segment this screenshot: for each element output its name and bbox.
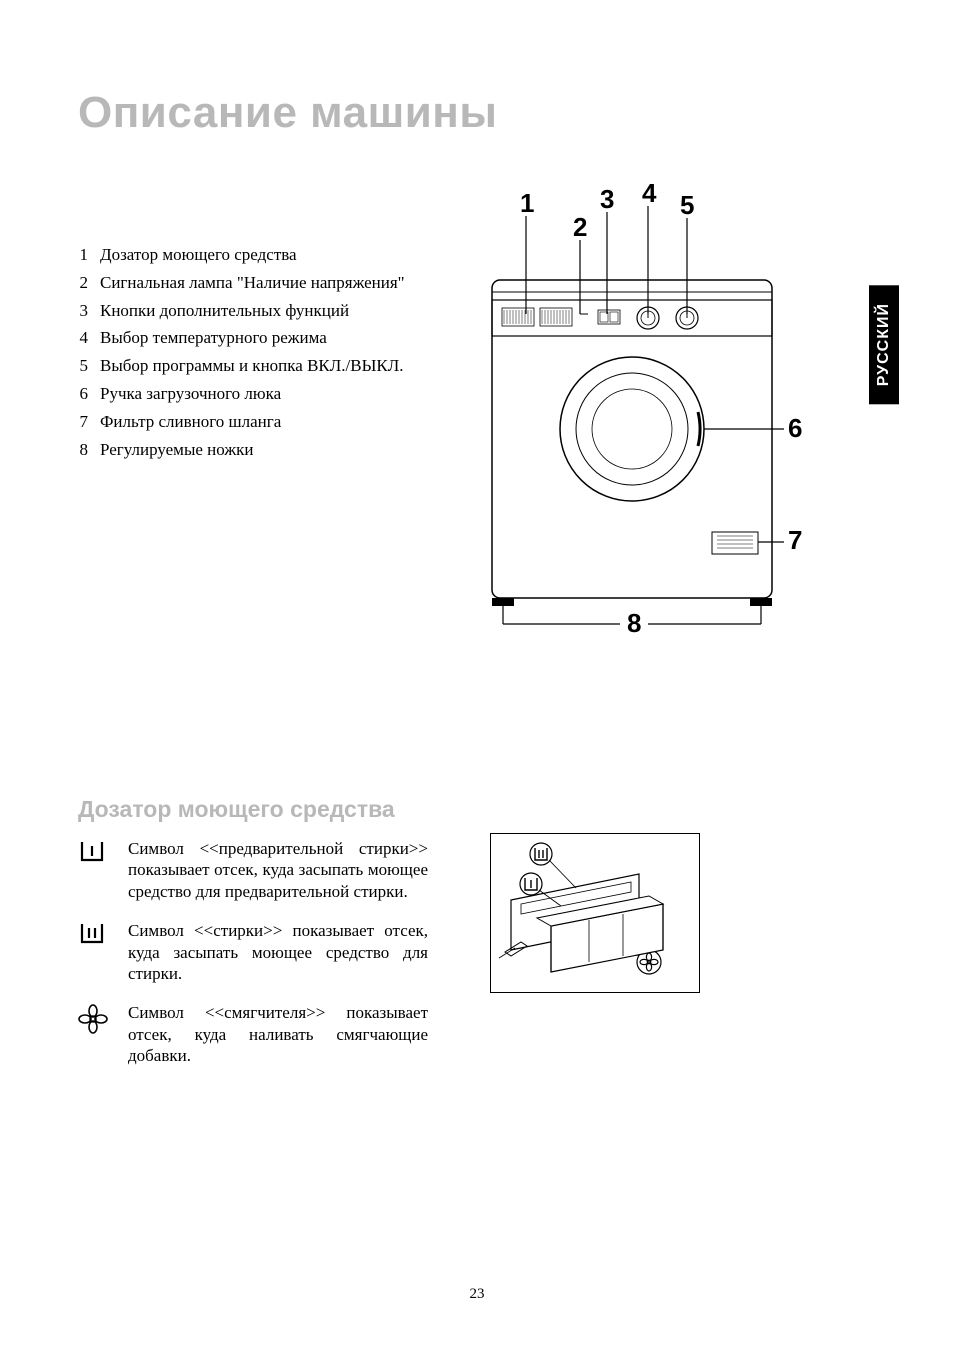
- diagram-label-8: 8: [627, 608, 641, 638]
- list-item: 2Сигнальная лампа "Наличие напряжения": [78, 271, 405, 295]
- part-number: 2: [78, 271, 100, 295]
- part-number: 1: [78, 243, 100, 267]
- part-number: 7: [78, 410, 100, 434]
- part-number: 5: [78, 354, 100, 378]
- list-item: 6Ручка загрузочного люка: [78, 382, 405, 406]
- list-item: 5Выбор программы и кнопка ВКЛ./ВЫКЛ.: [78, 354, 405, 378]
- washing-machine-diagram: 1 2 3 4 5 6 7 8: [480, 184, 810, 654]
- symbol-text: Символ <<смягчителя>> показывает отсек, …: [128, 1002, 428, 1066]
- detergent-drawer-diagram: [490, 833, 700, 993]
- diagram-prewash-icon: [520, 873, 542, 895]
- section-title-dispenser: Дозатор моющего средства: [78, 796, 395, 823]
- flower-icon: [78, 1002, 128, 1066]
- symbol-text: Символ <<предварительной стирки>> показы…: [128, 838, 428, 902]
- part-label: Кнопки дополнительных функций: [100, 299, 349, 323]
- list-item: 7Фильтр сливного шланга: [78, 410, 405, 434]
- symbol-row-prewash: Символ <<предварительной стирки>> показы…: [78, 838, 428, 902]
- page-number: 23: [0, 1286, 954, 1303]
- part-label: Дозатор моющего средства: [100, 243, 297, 267]
- language-tab: РУССКИЙ: [869, 285, 899, 404]
- diagram-label-1: 1: [520, 188, 534, 218]
- part-label: Выбор температурного режима: [100, 326, 327, 350]
- part-number: 6: [78, 382, 100, 406]
- symbol-text: Символ <<стирки>> показывает отсек, куда…: [128, 920, 428, 984]
- diagram-label-7: 7: [788, 525, 802, 555]
- part-number: 4: [78, 326, 100, 350]
- diagram-wash-icon: [530, 843, 552, 865]
- symbol-row-wash: Символ <<стирки>> показывает отсек, куда…: [78, 920, 428, 984]
- prewash-icon: [78, 838, 128, 902]
- part-label: Фильтр сливного шланга: [100, 410, 281, 434]
- diagram-label-2: 2: [573, 212, 587, 242]
- parts-list: 1Дозатор моющего средства 2Сигнальная ла…: [78, 243, 405, 465]
- list-item: 3Кнопки дополнительных функций: [78, 299, 405, 323]
- list-item: 1Дозатор моющего средства: [78, 243, 405, 267]
- part-label: Сигнальная лампа "Наличие напряжения": [100, 271, 405, 295]
- part-number: 3: [78, 299, 100, 323]
- part-label: Ручка загрузочного люка: [100, 382, 281, 406]
- wash-icon: [78, 920, 128, 984]
- diagram-label-4: 4: [642, 184, 657, 208]
- diagram-label-3: 3: [600, 184, 614, 214]
- diagram-label-5: 5: [680, 190, 694, 220]
- diagram-label-6: 6: [788, 413, 802, 443]
- symbol-row-softener: Символ <<смягчителя>> показывает отсек, …: [78, 1002, 428, 1066]
- part-number: 8: [78, 438, 100, 462]
- part-label: Выбор программы и кнопка ВКЛ./ВЫКЛ.: [100, 354, 404, 378]
- page-title: Описание машины: [78, 88, 497, 138]
- part-label: Регулируемые ножки: [100, 438, 253, 462]
- list-item: 4Выбор температурного режима: [78, 326, 405, 350]
- symbol-list: Символ <<предварительной стирки>> показы…: [78, 838, 428, 1085]
- list-item: 8Регулируемые ножки: [78, 438, 405, 462]
